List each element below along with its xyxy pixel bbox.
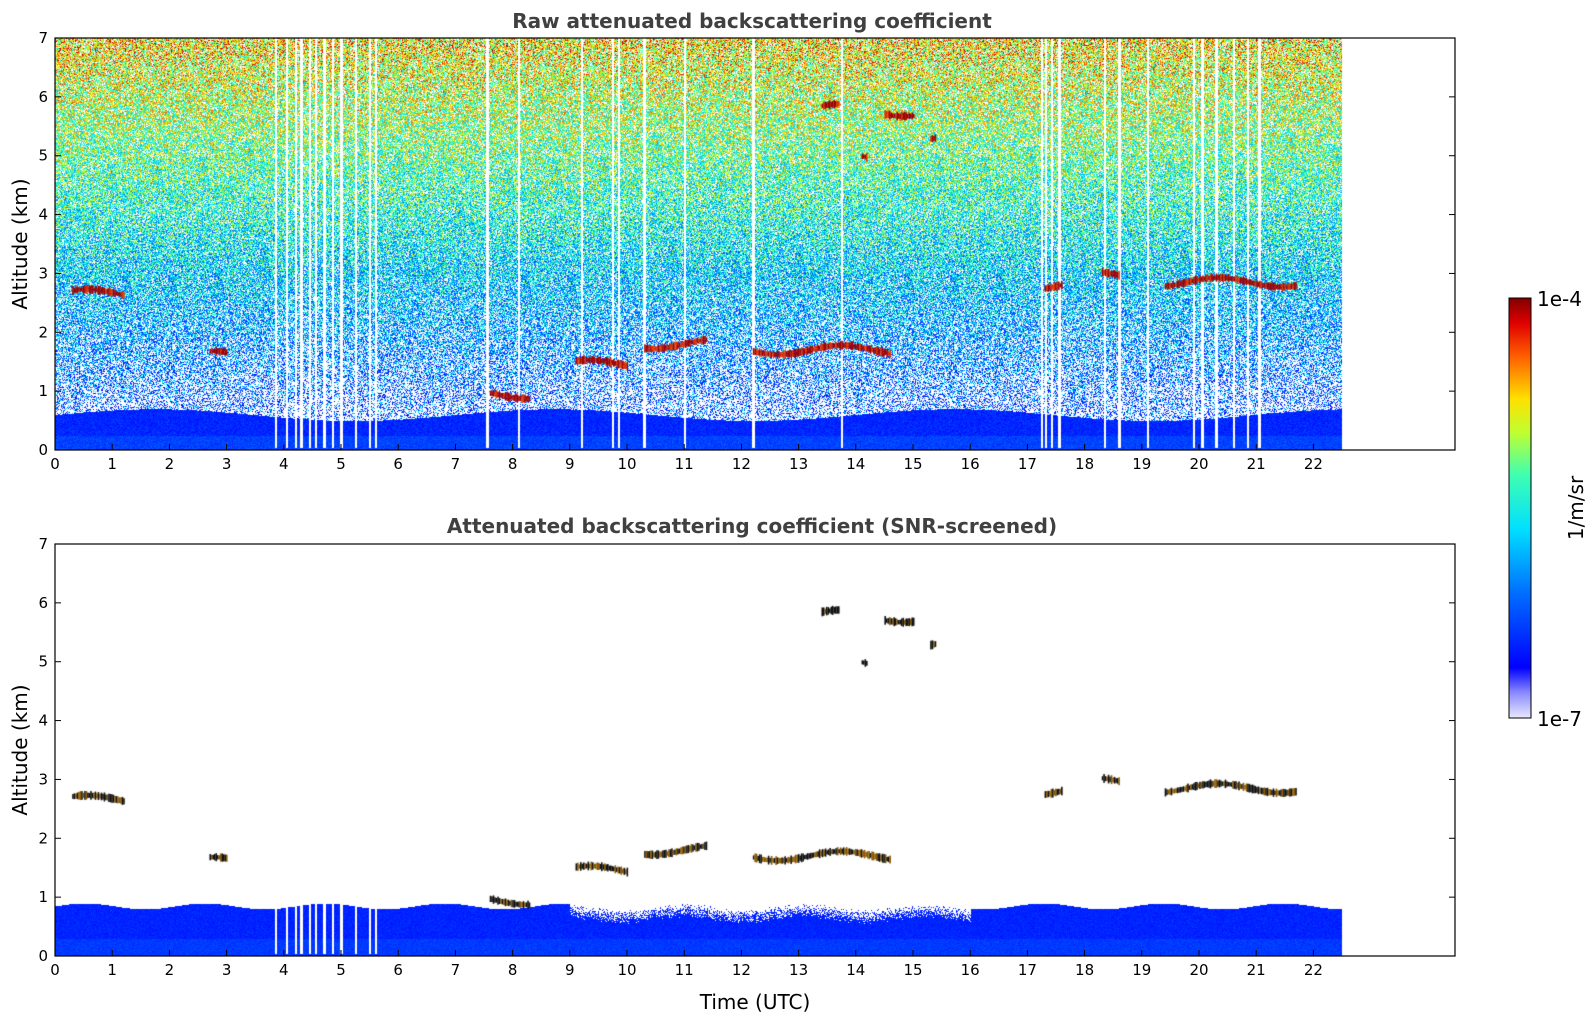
x-tick-label: 1 (107, 455, 117, 473)
y-tick-label: 2 (38, 829, 48, 847)
panel-title-raw: Raw attenuated backscattering coefficien… (512, 9, 992, 33)
y-tick-label: 4 (38, 712, 48, 730)
y-axis-label-snr: Altitude (km) (8, 684, 32, 815)
x-tick-label: 5 (336, 961, 346, 979)
y-tick-label: 6 (38, 594, 48, 612)
x-tick-label: 9 (565, 455, 575, 473)
x-tick-label: 14 (846, 961, 865, 979)
x-tick-label: 3 (222, 961, 232, 979)
x-tick-label: 17 (1018, 455, 1037, 473)
x-tick-label: 12 (732, 455, 751, 473)
x-tick-label: 12 (732, 961, 751, 979)
x-tick-label: 4 (279, 961, 289, 979)
x-tick-label: 20 (1189, 961, 1208, 979)
x-tick-label: 22 (1304, 455, 1323, 473)
y-tick-label: 2 (38, 323, 48, 341)
x-tick-label: 21 (1247, 961, 1266, 979)
x-tick-label: 18 (1075, 961, 1094, 979)
y-tick-label: 4 (38, 206, 48, 224)
x-tick-label: 0 (50, 455, 60, 473)
x-tick-label: 11 (675, 455, 694, 473)
x-tick-label: 7 (451, 455, 461, 473)
panel-snr: Attenuated backscattering coefficient (S… (8, 514, 1456, 1014)
x-tick-label: 22 (1304, 961, 1323, 979)
x-tick-label: 19 (1132, 455, 1151, 473)
x-tick-label: 1 (107, 961, 117, 979)
heatmap-raw (55, 38, 1455, 450)
x-tick-label: 21 (1247, 455, 1266, 473)
x-tick-label: 13 (789, 455, 808, 473)
x-tick-label: 8 (508, 961, 518, 979)
x-tick-label: 16 (961, 455, 980, 473)
colorbar-min-label: 1e-7 (1537, 707, 1582, 731)
y-tick-label: 1 (38, 382, 48, 400)
axis-ticks-raw: 0 1 2 3 4 5 6 7 8 9 10 11 12 13 14 15 16 17 18 19 20 21 220123… (38, 29, 1455, 473)
x-tick-label: 2 (165, 961, 175, 979)
plot-frame-raw (54, 37, 1456, 451)
y-tick-label: 7 (38, 535, 48, 553)
x-tick-label: 10 (617, 961, 636, 979)
axis-ticks-snr: 0 1 2 3 4 5 6 7 8 9 10 11 12 13 14 15 16 17 18 19 20 21 220123… (38, 535, 1455, 979)
y-tick-label: 7 (38, 29, 48, 47)
x-tick-label: 20 (1189, 455, 1208, 473)
panel-title-snr: Attenuated backscattering coefficient (S… (447, 514, 1057, 538)
colorbar: 1e-4 1e-7 1/m/sr (1508, 287, 1588, 731)
heatmap-snr (55, 544, 1455, 956)
y-tick-label: 1 (38, 888, 48, 906)
x-tick-label: 3 (222, 455, 232, 473)
x-tick-label: 4 (279, 455, 289, 473)
x-tick-label: 9 (565, 961, 575, 979)
panel-raw: Raw attenuated backscattering coefficien… (8, 9, 1456, 473)
colorbar-gradient (1508, 297, 1532, 719)
colorbar-unit-label: 1/m/sr (1564, 475, 1588, 540)
x-tick-label: 18 (1075, 455, 1094, 473)
x-axis-label: Time (UTC) (699, 990, 811, 1014)
x-tick-label: 5 (336, 455, 346, 473)
x-tick-label: 7 (451, 961, 461, 979)
x-tick-label: 15 (903, 961, 922, 979)
x-tick-label: 14 (846, 455, 865, 473)
x-tick-label: 19 (1132, 961, 1151, 979)
y-tick-label: 0 (38, 441, 48, 459)
y-tick-label: 5 (38, 653, 48, 671)
x-tick-label: 10 (617, 455, 636, 473)
x-tick-label: 6 (393, 455, 403, 473)
x-tick-label: 17 (1018, 961, 1037, 979)
y-tick-label: 0 (38, 947, 48, 965)
colorbar-max-label: 1e-4 (1537, 287, 1582, 311)
y-tick-label: 3 (38, 264, 48, 282)
plot-frame-snr (54, 543, 1456, 957)
x-tick-label: 16 (961, 961, 980, 979)
y-tick-label: 6 (38, 88, 48, 106)
x-tick-label: 11 (675, 961, 694, 979)
y-axis-label-raw: Altitude (km) (8, 178, 32, 309)
y-tick-label: 3 (38, 770, 48, 788)
x-tick-label: 0 (50, 961, 60, 979)
y-tick-label: 5 (38, 147, 48, 165)
x-tick-label: 15 (903, 455, 922, 473)
x-tick-label: 6 (393, 961, 403, 979)
x-tick-label: 8 (508, 455, 518, 473)
x-tick-label: 2 (165, 455, 175, 473)
x-tick-label: 13 (789, 961, 808, 979)
